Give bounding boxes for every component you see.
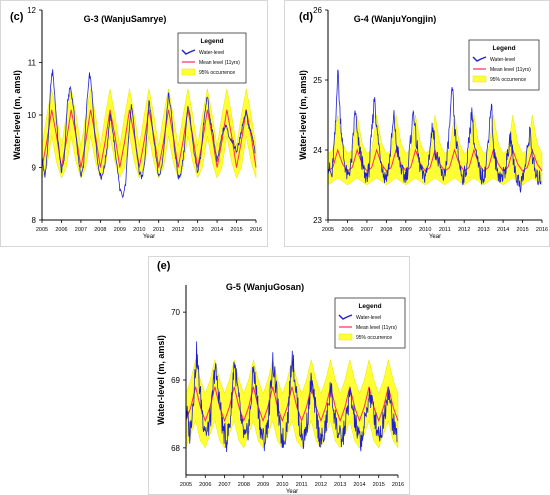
chart-title: G-5 (WanjuGosan): [226, 282, 304, 292]
x-tick-label: 2005: [36, 227, 48, 233]
legend-entry-label: 95% occurrence: [199, 70, 235, 76]
mean-level-line: [41, 109, 257, 168]
panel-label: (d): [299, 11, 313, 23]
legend: Legend Water-level Mean level (11yrs) 95% o…: [177, 32, 247, 84]
panel-label: (e): [157, 260, 171, 272]
x-tick-label: 2008: [238, 482, 250, 488]
x-tick-label: 2015: [373, 482, 385, 488]
x-tick-label: 2012: [315, 482, 327, 488]
x-tick-label: 2006: [341, 227, 353, 233]
band-95-occurrence: [41, 88, 257, 179]
y-tick-label: 10: [27, 111, 36, 120]
x-tick-label: 2014: [211, 227, 223, 233]
y-tick-label: 23: [313, 216, 322, 225]
legend-swatch-water-level: [338, 314, 353, 320]
x-tick-label: 2007: [361, 227, 373, 233]
x-tick-label: 2007: [218, 482, 230, 488]
x-tick-label: 2009: [114, 227, 126, 233]
water-level-line: [42, 69, 256, 199]
x-tick-label: 2011: [296, 482, 308, 488]
x-tick-label: 2013: [334, 482, 346, 488]
legend-swatch-95-occurrence: [338, 333, 353, 341]
x-tick-label: 2016: [536, 227, 548, 233]
legend-swatch-95-occurrence: [181, 68, 196, 76]
x-tick-label: 2010: [276, 482, 288, 488]
y-tick-label: 9: [32, 164, 37, 173]
x-tick-label: 2013: [192, 227, 204, 233]
x-axis-label: Year: [429, 234, 441, 240]
x-tick-label: 2006: [199, 482, 211, 488]
x-tick-label: 2011: [439, 227, 451, 233]
x-tick-label: 2016: [250, 227, 262, 233]
y-axis-label: Water-level (m, amsl): [298, 70, 308, 160]
y-tick-label: 69: [171, 376, 180, 385]
x-tick-label: 2014: [353, 482, 365, 488]
x-tick-label: 2012: [458, 227, 470, 233]
chart-title: G-4 (WanjuYongjin): [354, 14, 437, 24]
legend-title: Legend: [358, 303, 381, 310]
x-tick-label: 2011: [153, 227, 165, 233]
x-tick-label: 2009: [257, 482, 269, 488]
panel-frame: [0, 0, 268, 247]
x-tick-label: 2008: [94, 227, 106, 233]
legend-entry-label: Water-level: [490, 57, 515, 63]
chart-panel-2: 2005 2006 2007 2008 2009 2010 2011 2012 2013 2014…: [284, 0, 550, 247]
y-tick-label: 26: [313, 6, 322, 15]
y-tick-label: 11: [28, 59, 37, 68]
legend-entry-label: 95% occurrence: [356, 335, 392, 341]
x-axis-label: Year: [286, 489, 298, 495]
x-tick-label: 2014: [497, 227, 509, 233]
chart-panel-1: 2005 2006 2007 2008 2009 2010 2011 2012 2013 2014…: [0, 0, 268, 247]
legend-swatch-water-level: [472, 56, 487, 62]
chart-panel-3: 2005 2006 2007 2008 2009 2010 2011 2012 2013 2014…: [148, 256, 410, 495]
x-tick-label: 2010: [419, 227, 431, 233]
y-tick-label: 24: [313, 146, 322, 155]
legend-entry-label: Water-level: [199, 50, 224, 56]
y-axis-label: Water-level (m, amsl): [12, 70, 22, 160]
x-tick-label: 2012: [172, 227, 184, 233]
x-tick-label: 2015: [230, 227, 242, 233]
x-tick-label: 2005: [180, 482, 192, 488]
legend: Legend Water-level Mean level (11yrs) 95% o…: [334, 297, 406, 349]
x-tick-label: 2015: [516, 227, 528, 233]
legend-entry-label: Mean level (11yrs): [199, 60, 240, 66]
y-tick-label: 12: [27, 6, 36, 15]
x-tick-label: 2005: [322, 227, 334, 233]
legend: Legend Water-level Mean level (11yrs) 95% o…: [468, 39, 540, 91]
x-tick-label: 2007: [75, 227, 87, 233]
x-tick-label: 2006: [55, 227, 67, 233]
panel-label: (c): [10, 11, 24, 23]
water-level-line: [327, 69, 542, 193]
legend-entry-label: Water-level: [356, 315, 381, 321]
y-axis-label: Water-level (m, amsl): [156, 335, 166, 425]
legend-swatch-water-level: [181, 49, 196, 55]
legend-box: [334, 297, 406, 349]
x-tick-label: 2009: [400, 227, 412, 233]
x-axis-label: Year: [143, 234, 155, 240]
legend-entry-label: 95% occurrence: [490, 77, 526, 83]
x-tick-label: 2010: [133, 227, 145, 233]
legend-entry-label: Mean level (11yrs): [490, 67, 531, 73]
y-tick-label: 70: [171, 308, 180, 317]
x-tick-label: 2008: [380, 227, 392, 233]
legend-title: Legend: [200, 38, 223, 45]
chart-title: G-3 (WanjuSamrye): [84, 14, 167, 24]
y-tick-label: 25: [313, 76, 322, 85]
legend-title: Legend: [492, 45, 515, 52]
legend-swatch-95-occurrence: [472, 75, 487, 83]
legend-entry-label: Mean level (11yrs): [356, 325, 397, 331]
y-tick-label: 8: [32, 216, 37, 225]
y-tick-label: 68: [171, 444, 180, 453]
x-tick-label: 2016: [392, 482, 404, 488]
x-tick-label: 2013: [478, 227, 490, 233]
water-level-line: [185, 341, 398, 453]
band-95-occurrence: [185, 359, 399, 449]
